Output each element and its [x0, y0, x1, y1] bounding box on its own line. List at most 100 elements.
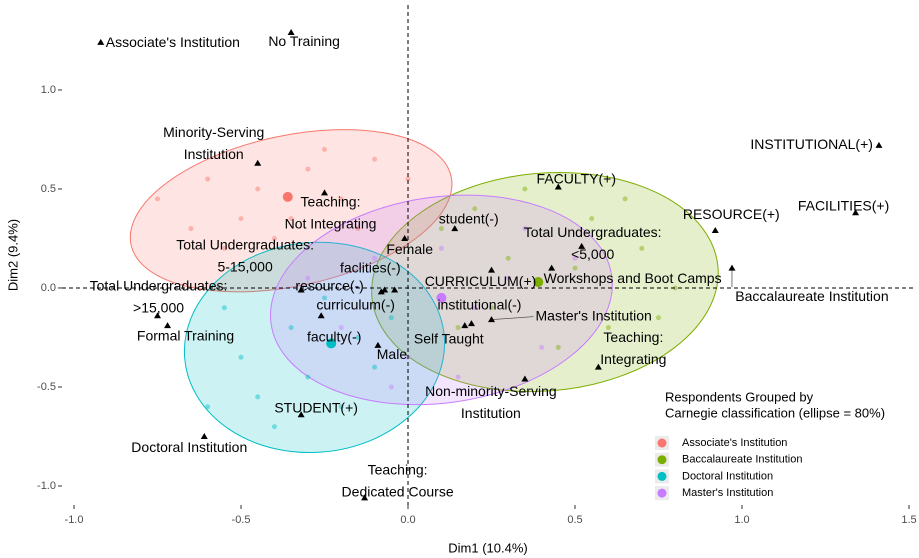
category-point	[254, 159, 262, 166]
category-label: curriculum(-)	[316, 297, 395, 313]
category-label: >15,000	[133, 299, 184, 315]
category-label: Teaching:	[301, 194, 361, 210]
category-point	[594, 363, 602, 370]
confidence-ellipse	[183, 241, 446, 454]
individual-point	[555, 344, 561, 350]
individual-point	[622, 196, 628, 202]
category-label: CURRICULUM(+)	[425, 273, 537, 289]
category-label: Institution	[461, 405, 521, 421]
individual-point	[271, 424, 277, 430]
individual-point	[255, 186, 261, 192]
category-label: Total Undergraduates:	[524, 224, 662, 240]
individual-point	[305, 275, 311, 281]
x-tick-label: -0.5	[232, 514, 251, 526]
individual-point	[472, 206, 478, 212]
individual-point	[639, 245, 645, 251]
group-mean	[436, 292, 447, 303]
category-label: Integrating	[600, 351, 666, 367]
category-label: resource(-)	[295, 278, 363, 294]
individual-point	[322, 146, 328, 152]
individual-point	[255, 394, 261, 400]
category-label: Dedicated Course	[342, 484, 454, 500]
background-layer: -1.0 -0.5 0.0 0.5 1.0 1.5 -1.0 -0.5 0.0 0.5 1.0	[37, 5, 917, 526]
category-point	[488, 316, 496, 323]
x-axis-label: Dim1 (10.4%)	[448, 540, 527, 555]
individual-point	[355, 334, 361, 340]
category-point	[374, 341, 382, 348]
individual-point	[338, 325, 344, 331]
category-label: Workshops and Boot Camps	[544, 270, 722, 286]
category-point	[164, 322, 172, 329]
label-layer: Associate's Institution No Training Minori…	[90, 29, 889, 501]
individual-point	[338, 404, 344, 410]
y-tick-label: -0.5	[37, 381, 56, 393]
category-label: Self Taught	[414, 330, 484, 346]
category-point	[548, 264, 556, 271]
individual-point	[539, 344, 545, 350]
x-tick-label: 0.0	[400, 514, 415, 526]
category-point	[875, 141, 883, 148]
category-point	[287, 29, 295, 36]
category-point	[391, 286, 399, 293]
category-label: No Training	[268, 33, 340, 49]
group-mean	[533, 277, 544, 288]
individual-point	[288, 325, 294, 331]
individual-point	[438, 245, 444, 251]
category-label: Minority-Serving	[163, 124, 264, 140]
individual-point	[372, 156, 378, 162]
category-label: Female	[386, 241, 433, 257]
x-tick-label: 1.5	[901, 514, 916, 526]
legend-title: Respondents Grouped by	[665, 389, 814, 404]
y-tick-label: 0.0	[41, 282, 56, 294]
category-point	[521, 375, 529, 382]
category-point	[711, 227, 719, 234]
individual-point	[388, 315, 394, 321]
individual-point	[572, 265, 578, 271]
individual-point	[155, 196, 161, 202]
category-label: Associate's Institution	[106, 34, 240, 50]
individual-point	[388, 384, 394, 390]
category-point	[381, 286, 389, 293]
y-tick-label: 1.0	[41, 84, 56, 96]
category-label: faculty(-)	[307, 328, 361, 344]
category-label: Teaching:	[603, 329, 663, 345]
individual-point	[338, 196, 344, 202]
category-label: FACILITIES(+)	[798, 197, 889, 213]
category-label: FACULTY(+)	[537, 171, 616, 187]
category-label: faclities(-)	[340, 260, 401, 276]
individual-point	[672, 285, 678, 291]
individual-point	[405, 176, 411, 182]
category-point	[451, 225, 459, 232]
legend-label: Baccalaureate Institution	[682, 454, 802, 466]
individual-point	[372, 364, 378, 370]
category-point	[361, 494, 369, 501]
category-point	[852, 209, 860, 216]
individual-point	[221, 245, 227, 251]
y-tick-label: -1.0	[37, 480, 56, 492]
individual-point	[271, 235, 277, 241]
legend-label: Doctoral Institution	[682, 470, 773, 482]
category-label: Formal Training	[137, 327, 234, 343]
individual-point	[472, 305, 478, 311]
individual-point	[238, 216, 244, 222]
individual-point	[438, 226, 444, 232]
legend-title: Carnegie classification (ellipse = 80%)	[665, 405, 885, 420]
category-point	[154, 312, 162, 319]
individual-point	[305, 374, 311, 380]
category-label: Non-minority-Serving	[425, 383, 556, 399]
category-point	[97, 38, 105, 45]
category-point	[297, 411, 305, 418]
legend-swatch	[657, 438, 667, 448]
category-point	[461, 322, 469, 329]
category-label: Total Undergraduates:	[176, 237, 314, 253]
individual-point	[322, 295, 328, 301]
individual-point	[221, 305, 227, 311]
category-label: Teaching:	[368, 462, 428, 478]
individual-point	[238, 354, 244, 360]
legend-swatch	[657, 488, 667, 498]
individual-point	[589, 216, 595, 222]
category-point	[578, 242, 586, 249]
category-label: RESOURCE(+)	[683, 206, 780, 222]
category-label: 5-15,000	[217, 259, 272, 275]
